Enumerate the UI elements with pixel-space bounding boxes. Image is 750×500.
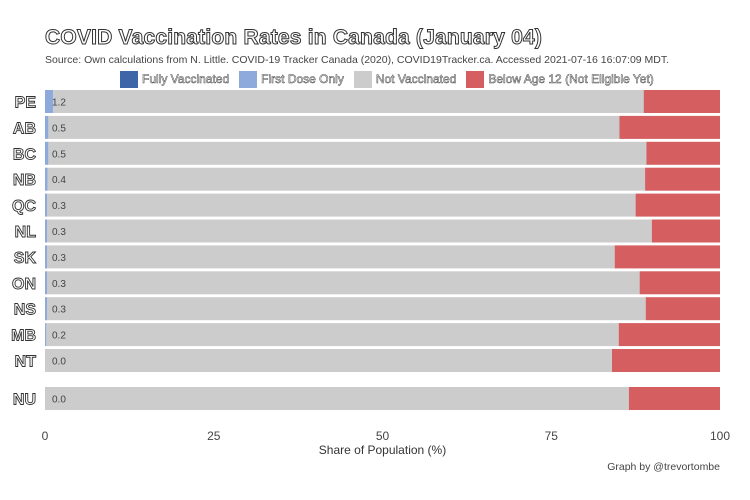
legend-label-first-dose-only: First Dose Only bbox=[261, 72, 344, 87]
bar-nu-not-vaccinated bbox=[45, 387, 629, 410]
data-label-sk: 0.3 bbox=[52, 253, 66, 264]
x-tick-label-100: 100 bbox=[710, 429, 730, 443]
category-label-nt: NT bbox=[15, 354, 37, 371]
legend-label-not-vaccinated: Not Vaccinated bbox=[375, 72, 457, 87]
category-label-ab: AB bbox=[13, 120, 36, 137]
bar-ns-below-age-12 bbox=[645, 297, 720, 321]
bar-bc-below-age-12 bbox=[646, 141, 720, 165]
bar-nt-below-age-12 bbox=[612, 349, 720, 372]
data-label-nu: 0.0 bbox=[52, 395, 66, 406]
chart-subtitle: Source: Own calculations from N. Little.… bbox=[45, 54, 670, 66]
bar-ab-not-vaccinated bbox=[48, 115, 620, 139]
bar-bc-first-dose-only bbox=[45, 141, 49, 165]
bar-on-first-dose-only bbox=[45, 271, 48, 295]
bar-mb-not-vaccinated bbox=[46, 323, 619, 347]
bar-nb-below-age-12 bbox=[645, 167, 720, 191]
category-label-pe: PE bbox=[15, 95, 37, 112]
bar-mb-below-age-12 bbox=[618, 323, 720, 347]
bar-ns-not-vaccinated bbox=[47, 297, 646, 321]
data-label-pe: 1.2 bbox=[52, 98, 66, 109]
bar-pe-first-dose-only bbox=[45, 90, 54, 113]
data-label-nl: 0.3 bbox=[52, 227, 66, 238]
category-label-nb: NB bbox=[13, 172, 36, 189]
chart-caption: Graph by @trevortombe bbox=[607, 461, 720, 473]
x-tick-label-50: 50 bbox=[376, 429, 390, 443]
bar-qc-below-age-12 bbox=[635, 193, 721, 217]
category-label-mb: MB bbox=[11, 328, 36, 345]
x-axis-title: Share of Population (%) bbox=[319, 443, 446, 457]
data-label-ns: 0.3 bbox=[52, 305, 66, 316]
bar-bc-not-vaccinated bbox=[48, 141, 647, 165]
bar-nb-not-vaccinated bbox=[47, 167, 646, 191]
labels-layer: PE 1.2 AB 0.5 BC 0.5 NB 0.4 QC 0.3 NL 0.3 SK 0.3 ON 0.3… bbox=[11, 94, 67, 409]
category-label-qc: QC bbox=[12, 198, 36, 215]
bar-nb-first-dose-only bbox=[45, 167, 48, 191]
bar-sk-first-dose-only bbox=[45, 245, 48, 269]
bar-pe-below-age-12 bbox=[643, 90, 720, 113]
legend-item-first-dose-only: First Dose Only bbox=[239, 70, 344, 88]
x-tick-label-75: 75 bbox=[545, 429, 559, 443]
bar-nl-first-dose-only bbox=[45, 219, 48, 243]
chart-title: COVID Vaccination Rates in Canada (Janua… bbox=[44, 26, 543, 50]
bar-ab-first-dose-only bbox=[45, 115, 49, 139]
legend-swatch-below-age-12 bbox=[466, 70, 485, 88]
bar-nt-not-vaccinated bbox=[45, 349, 612, 372]
data-label-ab: 0.5 bbox=[52, 123, 66, 134]
legend-label-below-age-12: Below Age 12 (Not Eligible Yet) bbox=[488, 72, 654, 87]
bar-sk-not-vaccinated bbox=[47, 245, 615, 269]
x-axis: 0 25 50 75 100 Share of Population (%) bbox=[42, 429, 731, 457]
bar-qc-first-dose-only bbox=[45, 193, 48, 217]
data-label-qc: 0.3 bbox=[52, 201, 66, 212]
category-label-on: ON bbox=[12, 276, 36, 293]
bar-qc-not-vaccinated bbox=[47, 193, 636, 217]
bar-on-not-vaccinated bbox=[47, 271, 640, 295]
bars-layer bbox=[45, 90, 721, 410]
data-label-mb: 0.2 bbox=[52, 331, 66, 342]
bar-pe-not-vaccinated bbox=[53, 90, 644, 113]
bar-ab-below-age-12 bbox=[619, 115, 720, 139]
x-tick-label-0: 0 bbox=[42, 429, 49, 443]
category-label-nu: NU bbox=[13, 392, 36, 409]
legend-label-fully-vaccinated: Fully Vaccinated bbox=[142, 72, 230, 87]
legend-item-below-age-12: Below Age 12 (Not Eligible Yet) bbox=[466, 70, 654, 88]
bar-sk-below-age-12 bbox=[614, 245, 720, 269]
bar-mb-first-dose-only bbox=[45, 323, 47, 347]
bar-ns-first-dose-only bbox=[45, 297, 48, 321]
data-label-bc: 0.5 bbox=[52, 149, 66, 160]
legend-item-fully-vaccinated: Fully Vaccinated bbox=[120, 70, 230, 88]
category-label-sk: SK bbox=[14, 250, 37, 267]
bar-nu-below-age-12 bbox=[628, 387, 721, 410]
data-label-nt: 0.0 bbox=[52, 357, 66, 368]
x-tick-label-25: 25 bbox=[207, 429, 221, 443]
category-label-nl: NL bbox=[15, 224, 37, 241]
category-label-bc: BC bbox=[13, 146, 37, 163]
legend-swatch-first-dose-only bbox=[239, 70, 258, 88]
legend-swatch-fully-vaccinated bbox=[120, 70, 138, 88]
bar-nl-not-vaccinated bbox=[47, 219, 652, 243]
data-label-nb: 0.4 bbox=[52, 175, 66, 186]
bar-on-below-age-12 bbox=[639, 271, 720, 295]
data-label-on: 0.3 bbox=[52, 279, 66, 290]
legend-item-not-vaccinated: Not Vaccinated bbox=[353, 70, 457, 88]
legend: Fully Vaccinated First Dose Only Not Vac… bbox=[120, 70, 664, 88]
legend-swatch-not-vaccinated bbox=[353, 70, 372, 88]
category-label-ns: NS bbox=[14, 302, 37, 319]
bar-nl-below-age-12 bbox=[651, 219, 720, 243]
